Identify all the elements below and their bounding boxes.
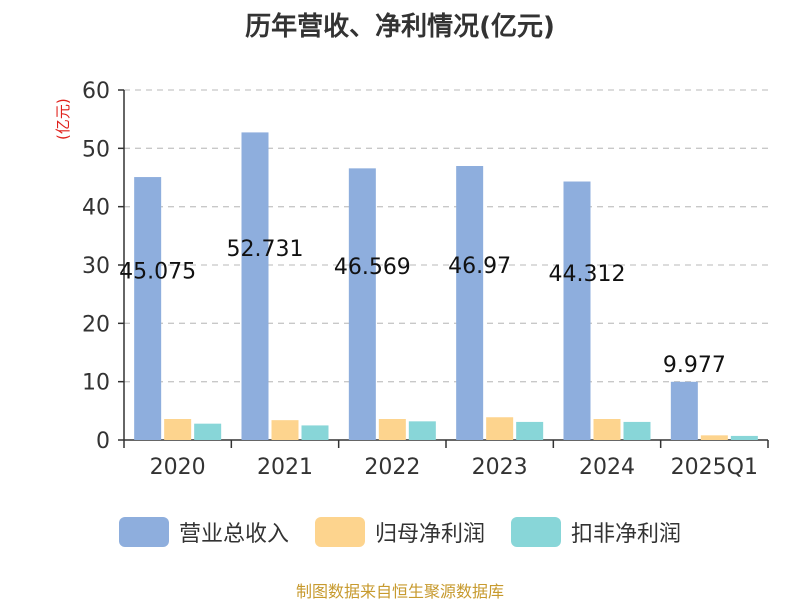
y-tick-label: 30 — [82, 254, 110, 279]
bar-net-profit — [486, 417, 514, 440]
data-label-revenue: 46.97 — [448, 254, 511, 279]
bar-deducted-profit — [730, 435, 758, 440]
bar-revenue — [456, 166, 484, 440]
data-label-revenue: 46.569 — [334, 255, 411, 280]
bar-deducted-profit — [301, 425, 329, 440]
legend-swatch-deducted-profit — [511, 517, 561, 547]
legend-swatch-net-profit — [314, 517, 365, 547]
data-label-revenue: 9.977 — [663, 353, 726, 378]
bar-deducted-profit — [516, 421, 544, 440]
legend-item-revenue[interactable]: 营业总收入 — [118, 516, 289, 548]
y-tick-label: 50 — [82, 137, 110, 162]
x-tick-label: 2025Q1 — [671, 455, 758, 480]
bar-revenue — [241, 132, 269, 440]
data-source-note: 制图数据来自恒生聚源数据库 — [295, 582, 504, 601]
x-tick-label: 2022 — [364, 455, 420, 480]
legend-swatch-revenue — [118, 517, 169, 547]
y-tick-label: 10 — [82, 371, 110, 396]
data-label-revenue: 52.731 — [227, 237, 304, 262]
legend-label-net-profit: 归母净利润 — [374, 522, 485, 547]
bar-net-profit — [378, 419, 406, 440]
bar-revenue — [134, 177, 162, 440]
y-tick-label: 0 — [96, 429, 110, 454]
y-tick-label: 60 — [82, 79, 110, 104]
x-tick-label: 2023 — [472, 455, 528, 480]
x-tick-label: 2024 — [579, 455, 635, 480]
data-label-revenue: 45.075 — [119, 260, 196, 285]
x-tick-label: 2021 — [257, 455, 313, 480]
bar-revenue — [670, 381, 698, 440]
bar-deducted-profit — [623, 421, 651, 440]
bar-revenue — [348, 168, 376, 440]
chart-legend: 营业总收入 归母净利润 扣非净利润 — [0, 516, 800, 548]
y-tick-label: 40 — [82, 196, 110, 221]
bar-deducted-profit — [408, 421, 436, 440]
bar-net-profit — [271, 420, 299, 440]
bar-net-profit — [593, 419, 621, 440]
legend-item-deducted-profit[interactable]: 扣非净利润 — [511, 516, 681, 548]
y-tick-label: 20 — [82, 312, 110, 337]
data-label-revenue: 44.312 — [549, 262, 626, 287]
legend-label-revenue: 营业总收入 — [178, 522, 289, 547]
x-tick-label: 2020 — [150, 455, 206, 480]
legend-item-net-profit[interactable]: 归母净利润 — [314, 516, 485, 548]
chart-title: 历年营收、净利情况(亿元) — [245, 12, 555, 42]
bar-deducted-profit — [194, 423, 222, 440]
bar-revenue — [563, 181, 591, 440]
bar-net-profit — [700, 435, 728, 440]
legend-label-deducted-profit: 扣非净利润 — [571, 522, 682, 547]
bar-net-profit — [164, 419, 192, 440]
